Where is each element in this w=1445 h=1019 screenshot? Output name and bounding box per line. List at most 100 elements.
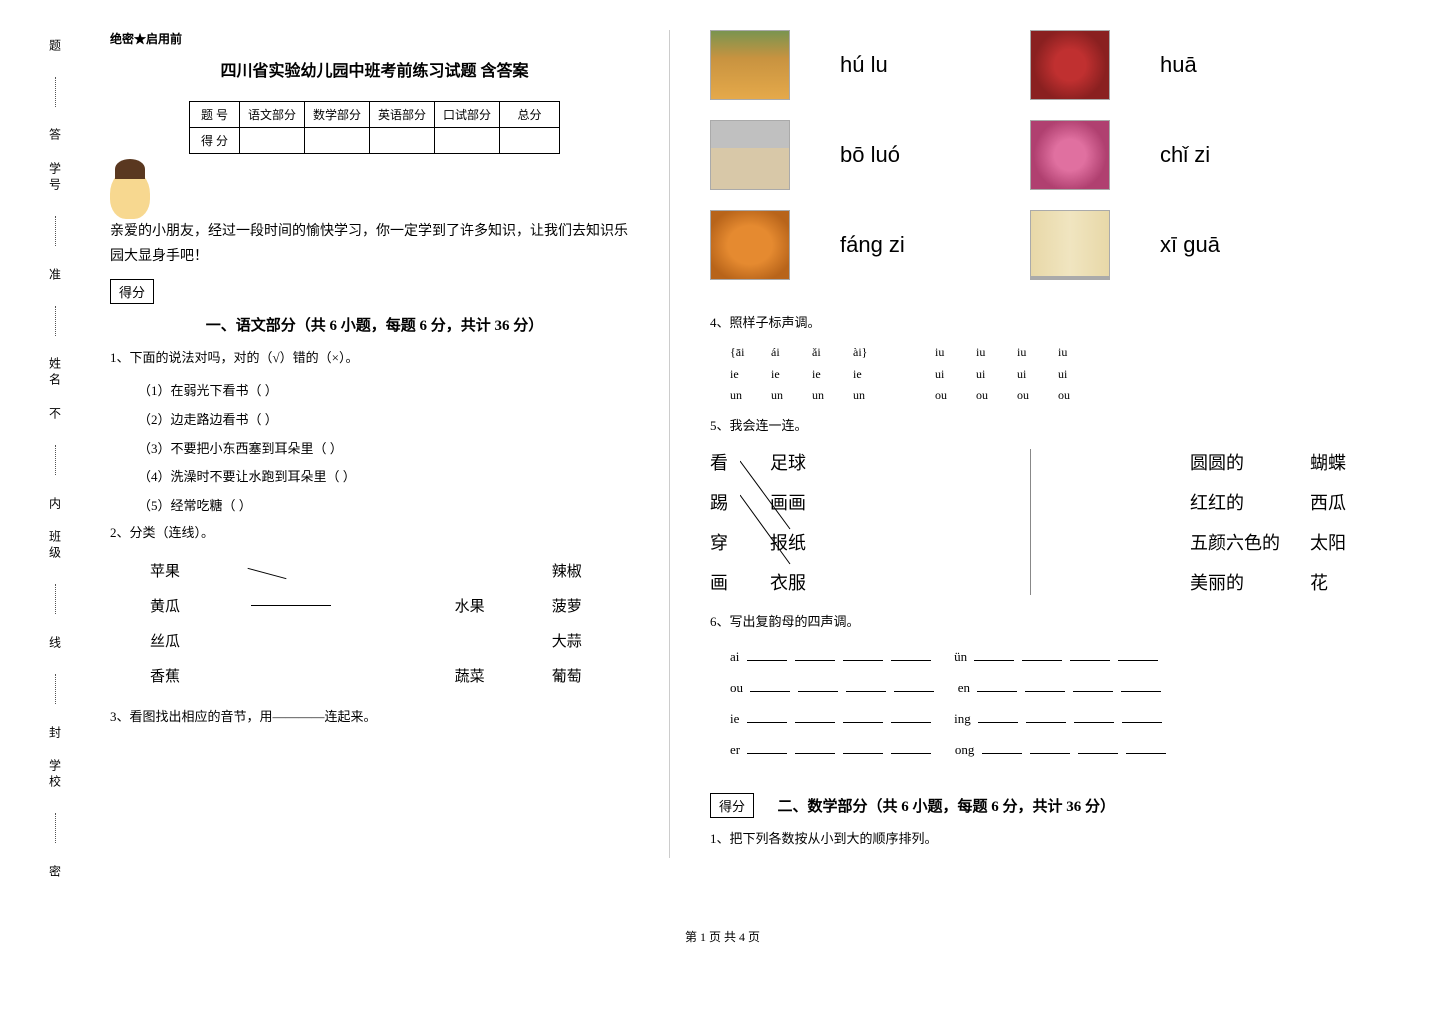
score-header-cell: 总分 — [500, 102, 560, 128]
section2-q1: 1、把下列各数按从小到大的顺序排列。 — [710, 826, 1370, 852]
match-item: 苹果 — [140, 554, 235, 587]
score-header-cell: 数学部分 — [304, 102, 369, 128]
q6-row: er ong — [730, 734, 1370, 765]
binding-label: 班级 — [47, 530, 64, 562]
score-cell — [435, 128, 500, 154]
match-item: 红红的 — [1190, 489, 1310, 515]
tone-row: un un un un ou ou ou ou — [730, 385, 1370, 407]
match-item: 五颜六色的 — [1190, 529, 1310, 555]
q4-stem: 4、照样子标声调。 — [710, 310, 1370, 336]
score-cell: 得 分 — [189, 128, 239, 154]
tone-syl: {āi — [730, 342, 768, 364]
q6-syl: ün — [954, 649, 967, 664]
tone-syl: ie — [730, 364, 768, 386]
dotted-separator — [55, 77, 56, 107]
pinyin-label: huā — [1160, 52, 1320, 78]
match-item: 香蕉 — [140, 659, 235, 692]
blank — [891, 660, 931, 661]
blank — [1078, 753, 1118, 754]
page-root: 题 答 学号 准 姓名 不 内 班级 线 封 学校 密 绝密★启用前 四川省实验… — [0, 0, 1445, 888]
q6-syl: ie — [730, 711, 739, 726]
pinyin-label: hú lu — [840, 52, 1000, 78]
match-item: 西瓜 — [1310, 489, 1370, 515]
q5-connection-lines — [740, 449, 800, 589]
score-cell — [500, 128, 560, 154]
q1-item: （3）不要把小东西塞到耳朵里（ ） — [138, 435, 639, 464]
q5-right-group: 圆圆的 蝴蝶 红红的 西瓜 五颜六色的 太阳 美丽的 花 — [1190, 449, 1370, 595]
blank — [1026, 722, 1066, 723]
binding-label: 准 — [47, 268, 64, 284]
tone-syl: un — [730, 385, 768, 407]
match-item: 大蒜 — [542, 624, 637, 657]
blank — [978, 722, 1018, 723]
tone-syl: un — [812, 385, 850, 407]
blank — [846, 691, 886, 692]
tone-syl: ài} — [853, 342, 891, 364]
tone-syl: un — [771, 385, 809, 407]
dotted-separator — [55, 445, 56, 475]
vertical-separator — [1030, 449, 1031, 595]
pinyin-label: chǐ zi — [1160, 142, 1320, 168]
tone-syl: ou — [1017, 385, 1055, 407]
tone-row: {āi ái ǎi ài} iu iu iu iu — [730, 342, 1370, 364]
score-cell — [370, 128, 435, 154]
pinyin-grid: hú lu huā bō luó chǐ zi fáng zi xī guā — [710, 30, 1370, 280]
pinyin-label: bō luó — [840, 142, 1000, 168]
left-column: 绝密★启用前 四川省实验幼儿园中班考前练习试题 含答案 题 号 语文部分 数学部… — [110, 30, 670, 858]
q6-syl: er — [730, 742, 740, 757]
dotted-separator — [55, 813, 56, 843]
blank — [982, 753, 1022, 754]
blank — [1030, 753, 1070, 754]
match-item: 蝴蝶 — [1310, 449, 1370, 475]
tone-syl: ou — [976, 385, 1014, 407]
score-box: 得分 — [110, 279, 154, 304]
binding-label: 密 — [47, 865, 64, 881]
confidential-note: 绝密★启用前 — [110, 30, 639, 47]
kid-icon — [110, 169, 150, 219]
pumpkin-image — [710, 210, 790, 280]
blank — [747, 753, 787, 754]
tone-syl: un — [853, 385, 891, 407]
tone-syl: ui — [1058, 364, 1096, 386]
q4-tone-rows: {āi ái ǎi ài} iu iu iu iu ie ie ie ie ui… — [730, 342, 1370, 407]
tone-syl: iu — [935, 342, 973, 364]
blank — [795, 722, 835, 723]
intro-text: 亲爱的小朋友，经过一段时间的愉快学习，你一定学到了许多知识，让我们去知识乐园大显… — [110, 219, 639, 269]
tone-syl: ou — [1058, 385, 1096, 407]
match-item: 丝瓜 — [140, 624, 235, 657]
tone-syl: ui — [935, 364, 973, 386]
table-row: 题 号 语文部分 数学部分 英语部分 口试部分 总分 — [189, 102, 559, 128]
blank — [977, 691, 1017, 692]
tone-syl: ou — [935, 385, 973, 407]
q1-item: （1）在弱光下看书（ ） — [138, 377, 639, 406]
binding-label: 答 — [47, 128, 64, 144]
blank — [891, 753, 931, 754]
blank — [843, 722, 883, 723]
binding-margin: 题 答 学号 准 姓名 不 内 班级 线 封 学校 密 — [40, 30, 70, 890]
score-cell — [304, 128, 369, 154]
table-row: 得 分 — [189, 128, 559, 154]
blank — [747, 660, 787, 661]
q6-syl: ai — [730, 649, 739, 664]
match-item: 蔬菜 — [445, 659, 540, 692]
score-header-cell: 语文部分 — [239, 102, 304, 128]
match-item: 葡萄 — [542, 659, 637, 692]
match-item: 花 — [1310, 569, 1370, 595]
q1-item: （5）经常吃糖（ ） — [138, 492, 639, 521]
q2-matching: 苹果 辣椒 黄瓜 水果 菠萝 丝瓜 大蒜 — [138, 552, 639, 694]
blank — [891, 722, 931, 723]
score-cell — [239, 128, 304, 154]
q5-matching: 看 足球 踢 画画 穿 报纸 画 衣服 圆圆的 蝴蝶 红红的 西瓜 五颜六色的 … — [710, 449, 1370, 595]
q6-stem: 6、写出复韵母的四声调。 — [710, 609, 1370, 635]
dotted-separator — [55, 584, 56, 614]
blank — [750, 691, 790, 692]
tone-syl: ie — [853, 364, 891, 386]
tone-syl: ie — [812, 364, 850, 386]
q1-stem: 1、下面的说法对吗，对的（√）错的（×）。 — [110, 345, 639, 371]
q6-syl: ou — [730, 680, 743, 695]
q6-row: ai ün — [730, 641, 1370, 672]
dotted-separator — [55, 674, 56, 704]
blank — [747, 722, 787, 723]
pinyin-label: fáng zi — [840, 232, 1000, 258]
blank — [1073, 691, 1113, 692]
